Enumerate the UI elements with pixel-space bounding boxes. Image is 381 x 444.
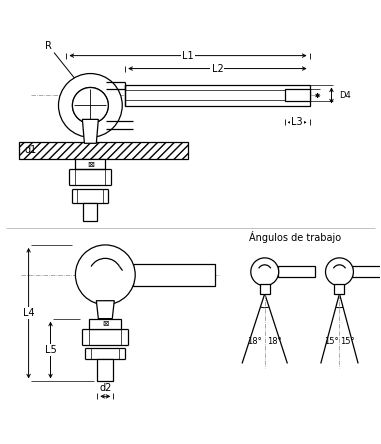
Bar: [83, 203, 97, 221]
Text: ⊠: ⊠: [87, 160, 94, 169]
Bar: [278, 266, 315, 277]
Text: L1: L1: [182, 51, 194, 61]
Text: R: R: [45, 41, 52, 51]
Polygon shape: [82, 119, 98, 143]
Circle shape: [75, 245, 135, 305]
Bar: [19, 142, 188, 159]
Bar: [335, 284, 344, 294]
Circle shape: [58, 74, 122, 137]
Text: d2: d2: [99, 383, 112, 393]
Bar: [75, 159, 105, 169]
Bar: [285, 90, 310, 101]
Bar: [352, 266, 381, 277]
Circle shape: [72, 87, 108, 123]
Text: D4: D4: [339, 91, 351, 100]
Text: L5: L5: [45, 345, 56, 355]
Text: L3: L3: [291, 117, 303, 127]
Circle shape: [251, 258, 279, 286]
Bar: [133, 264, 215, 286]
Text: 15°: 15°: [324, 337, 338, 346]
Text: ⊠: ⊠: [102, 319, 109, 328]
Text: L4: L4: [23, 308, 34, 318]
Text: 15°: 15°: [341, 337, 355, 346]
Bar: [90, 319, 121, 329]
Bar: [260, 284, 270, 294]
Circle shape: [325, 258, 354, 286]
Bar: [125, 84, 310, 107]
Text: Ángulos de trabajo: Ángulos de trabajo: [248, 231, 341, 243]
Circle shape: [72, 87, 108, 123]
Text: d1: d1: [24, 145, 37, 155]
Text: 18°: 18°: [247, 337, 262, 346]
Text: 18°: 18°: [267, 337, 282, 346]
Text: L2: L2: [211, 63, 223, 74]
Bar: [97, 360, 113, 381]
Text: d2: d2: [299, 91, 310, 100]
Polygon shape: [96, 301, 114, 319]
